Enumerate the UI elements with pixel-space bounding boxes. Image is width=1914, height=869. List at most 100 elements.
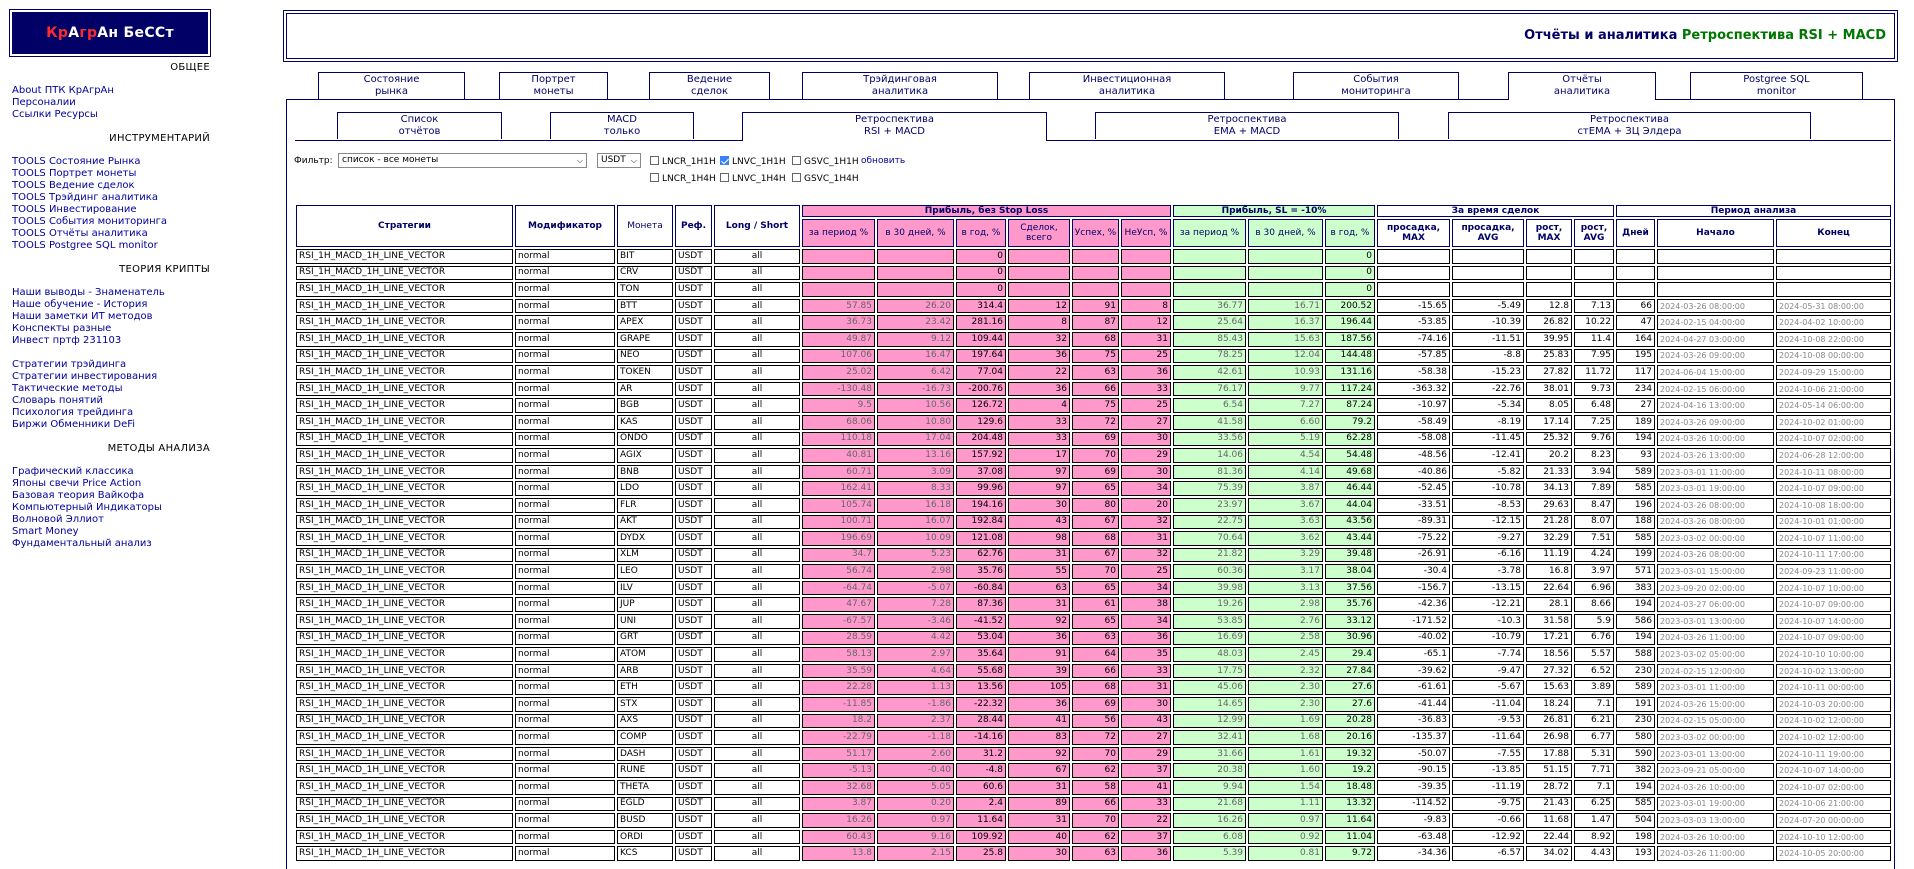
sidebar-link[interactable]: Инвест пртф 231103	[12, 335, 122, 346]
checkbox-lncr_1h1h[interactable]: LNCR_1H1H	[650, 156, 716, 167]
sidebar-link[interactable]: Тактические методы	[12, 383, 123, 394]
checkbox-box[interactable]	[650, 173, 659, 182]
checkbox-gsvc_1h1h[interactable]: GSVC_1H1H	[792, 156, 859, 167]
table-row[interactable]: RSI_1H_MACD_1H_LINE_VECTOR normal ILV USDT a…	[296, 580, 1891, 596]
table-row[interactable]: RSI_1H_MACD_1H_LINE_VECTOR normal TOKEN USD…	[296, 365, 1891, 380]
sidebar-link[interactable]: TOOLS Ведение сделок	[12, 180, 135, 191]
sidebar-link[interactable]: Стратегии трэйдинга	[12, 359, 127, 370]
table-row[interactable]: RSI_1H_MACD_1H_LINE_VECTOR normal AXS USDT a…	[296, 713, 1891, 729]
table-row[interactable]: RSI_1H_MACD_1H_LINE_VECTOR normal BIT USDT a…	[296, 249, 1891, 264]
subtab-0[interactable]: Список отчётов	[337, 112, 502, 139]
subtab-4[interactable]: Ретроспектива стEMA + ЗЦ Элдера	[1448, 112, 1811, 139]
sidebar-link[interactable]: Графический классика	[12, 466, 134, 477]
table-row[interactable]: RSI_1H_MACD_1H_LINE_VECTOR normal ARB USDT a…	[296, 663, 1891, 679]
coin-select[interactable]: список - все монеты ⌵	[338, 153, 587, 168]
sidebar-link[interactable]: TOOLS Портрет монеты	[12, 168, 137, 179]
table-row[interactable]: RSI_1H_MACD_1H_LINE_VECTOR normal EGLD USDT…	[296, 796, 1891, 812]
table-row[interactable]: RSI_1H_MACD_1H_LINE_VECTOR normal AGIX USDT…	[296, 448, 1891, 463]
tab-7[interactable]: Postgree SQL monitor	[1690, 72, 1863, 99]
table-row[interactable]: RSI_1H_MACD_1H_LINE_VECTOR normal UNI USDT a…	[296, 614, 1891, 629]
cell: 92	[1008, 614, 1070, 629]
table-row[interactable]: RSI_1H_MACD_1H_LINE_VECTOR normal XLM USDT a…	[296, 547, 1891, 563]
sidebar-link[interactable]: TOOLS Трэйдинг аналитика	[12, 192, 158, 203]
subtab-2[interactable]: Ретроспектива RSI + MACD	[742, 112, 1047, 141]
sidebar-link[interactable]: TOOLS События мониторинга	[12, 216, 168, 227]
table-row[interactable]: RSI_1H_MACD_1H_LINE_VECTOR normal RUNE USDT…	[296, 763, 1891, 778]
table-row[interactable]: RSI_1H_MACD_1H_LINE_VECTOR normal DYDX USDT…	[296, 531, 1891, 546]
table-row[interactable]: RSI_1H_MACD_1H_LINE_VECTOR normal ETH USDT a…	[296, 680, 1891, 696]
subtab-3[interactable]: Ретроспектива EMA + MACD	[1095, 112, 1399, 139]
checkbox-lncr_1h4h[interactable]: LNCR_1H4H	[650, 173, 716, 184]
table-row[interactable]: RSI_1H_MACD_1H_LINE_VECTOR normal AR USDT al…	[296, 381, 1891, 397]
checkbox-lnvc_1h1h[interactable]: LNVC_1H1H	[720, 156, 786, 167]
cell: 17.04	[877, 431, 954, 447]
table-row[interactable]: RSI_1H_MACD_1H_LINE_VECTOR normal COMP USDT…	[296, 730, 1891, 745]
logo[interactable]: КрАгрАн БеССт	[9, 9, 211, 57]
refresh-link[interactable]: обновить	[861, 156, 906, 166]
table-row[interactable]: RSI_1H_MACD_1H_LINE_VECTOR normal STX USDT a…	[296, 697, 1891, 712]
table-row[interactable]: RSI_1H_MACD_1H_LINE_VECTOR normal DASH USDT…	[296, 746, 1891, 762]
sidebar-link[interactable]: TOOLS Инвестирование	[12, 204, 137, 215]
tab-1[interactable]: Портрет монеты	[499, 72, 608, 99]
table-row[interactable]: RSI_1H_MACD_1H_LINE_VECTOR normal BUSD USDT…	[296, 813, 1891, 828]
table-row[interactable]: RSI_1H_MACD_1H_LINE_VECTOR normal GRAPE USD…	[296, 331, 1891, 347]
table-row[interactable]: RSI_1H_MACD_1H_LINE_VECTOR normal BNB USDT a…	[296, 464, 1891, 480]
table-row[interactable]: RSI_1H_MACD_1H_LINE_VECTOR normal KAS USDT a…	[296, 414, 1891, 430]
sidebar-link[interactable]: Базовая теория Вайкофа	[12, 490, 145, 501]
table-row[interactable]: RSI_1H_MACD_1H_LINE_VECTOR normal TON USDT a…	[296, 282, 1891, 297]
sidebar-link[interactable]: Персоналии	[12, 97, 76, 108]
table-row[interactable]: RSI_1H_MACD_1H_LINE_VECTOR normal GRT USDT a…	[296, 630, 1891, 646]
sidebar-link[interactable]: Компьютерный Индикаторы	[12, 502, 162, 513]
table-row[interactable]: RSI_1H_MACD_1H_LINE_VECTOR normal THETA USD…	[296, 780, 1891, 795]
sidebar-link[interactable]: Японы свечи Price Action	[12, 478, 142, 489]
subtab-1[interactable]: MACD только	[550, 112, 694, 139]
table-row[interactable]: RSI_1H_MACD_1H_LINE_VECTOR normal FLR USDT a…	[296, 497, 1891, 513]
sidebar-link[interactable]: Стратегии инвестирования	[12, 371, 158, 382]
sidebar-link[interactable]: Smart Money	[12, 526, 79, 537]
sidebar-link[interactable]: TOOLS Postgree SQL monitor	[12, 240, 158, 251]
sidebar-link[interactable]: Наше обучение - История	[12, 299, 148, 310]
table-row[interactable]: RSI_1H_MACD_1H_LINE_VECTOR normal BTT USDT a…	[296, 298, 1891, 314]
tab-4[interactable]: Инвестиционная аналитика	[1029, 72, 1225, 99]
sidebar-link[interactable]: Фундаментальный анализ	[12, 538, 152, 549]
cell: USDT	[675, 348, 712, 364]
sidebar-link[interactable]: Волновой Эллиот	[12, 514, 104, 525]
table-row[interactable]: RSI_1H_MACD_1H_LINE_VECTOR normal JUP USDT a…	[296, 597, 1891, 613]
sidebar-link[interactable]: TOOLS Состояние Рынка	[12, 156, 141, 167]
cell: all	[714, 597, 800, 613]
table-row[interactable]: RSI_1H_MACD_1H_LINE_VECTOR normal LEO USDT a…	[296, 564, 1891, 579]
table-row[interactable]: RSI_1H_MACD_1H_LINE_VECTOR normal ORDI USDT…	[296, 829, 1891, 845]
table-row[interactable]: RSI_1H_MACD_1H_LINE_VECTOR normal ONDO USDT…	[296, 431, 1891, 447]
tab-2[interactable]: Ведение сделок	[649, 72, 770, 99]
tab-0[interactable]: Состояние рынка	[318, 72, 465, 99]
sidebar-link[interactable]: Биржи Обменники DeFi	[12, 419, 136, 430]
sidebar-link[interactable]: Словарь понятий	[12, 395, 103, 406]
cell: 6.42	[877, 365, 954, 380]
sidebar-link[interactable]: Психология трейдинга	[12, 407, 134, 418]
checkbox-gsvc_1h4h[interactable]: GSVC_1H4H	[792, 173, 859, 184]
sidebar-link[interactable]: Наши заметки ИТ методов	[12, 311, 153, 322]
table-row[interactable]: RSI_1H_MACD_1H_LINE_VECTOR normal NEO USDT a…	[296, 348, 1891, 364]
table-row[interactable]: RSI_1H_MACD_1H_LINE_VECTOR normal APEX USDT…	[296, 315, 1891, 330]
tab-3[interactable]: Трэйдинговая аналитика	[802, 72, 998, 99]
table-row[interactable]: RSI_1H_MACD_1H_LINE_VECTOR normal AKT USDT a…	[296, 514, 1891, 530]
checkbox-box[interactable]	[720, 173, 729, 182]
table-row[interactable]: RSI_1H_MACD_1H_LINE_VECTOR normal ATOM USDT…	[296, 647, 1891, 662]
sidebar-link[interactable]: Наши выводы - Знаменатель	[12, 287, 165, 298]
table-row[interactable]: RSI_1H_MACD_1H_LINE_VECTOR normal BGB USDT a…	[296, 398, 1891, 413]
checkbox-box[interactable]	[720, 156, 729, 165]
tab-5[interactable]: События мониторинга	[1293, 72, 1459, 99]
sidebar-link[interactable]: About ПТК КрАгрАн	[12, 85, 114, 96]
sidebar-link[interactable]: Конспекты разные	[12, 323, 112, 334]
checkbox-box[interactable]	[650, 156, 659, 165]
sidebar-link[interactable]: TOOLS Отчёты аналитика	[12, 228, 148, 239]
checkbox-box[interactable]	[792, 156, 801, 165]
sidebar-link[interactable]: Ссылки Ресурсы	[12, 109, 98, 120]
quote-select[interactable]: USDT ⌵	[597, 153, 641, 168]
table-row[interactable]: RSI_1H_MACD_1H_LINE_VECTOR normal LDO USDT a…	[296, 481, 1891, 496]
table-row[interactable]: RSI_1H_MACD_1H_LINE_VECTOR normal KCS USDT a…	[296, 846, 1891, 861]
checkbox-box[interactable]	[792, 173, 801, 182]
tab-6[interactable]: Отчёты аналитика	[1508, 72, 1656, 100]
checkbox-lnvc_1h4h[interactable]: LNVC_1H4H	[720, 173, 786, 184]
table-row[interactable]: RSI_1H_MACD_1H_LINE_VECTOR normal CRV USDT a…	[296, 265, 1891, 281]
